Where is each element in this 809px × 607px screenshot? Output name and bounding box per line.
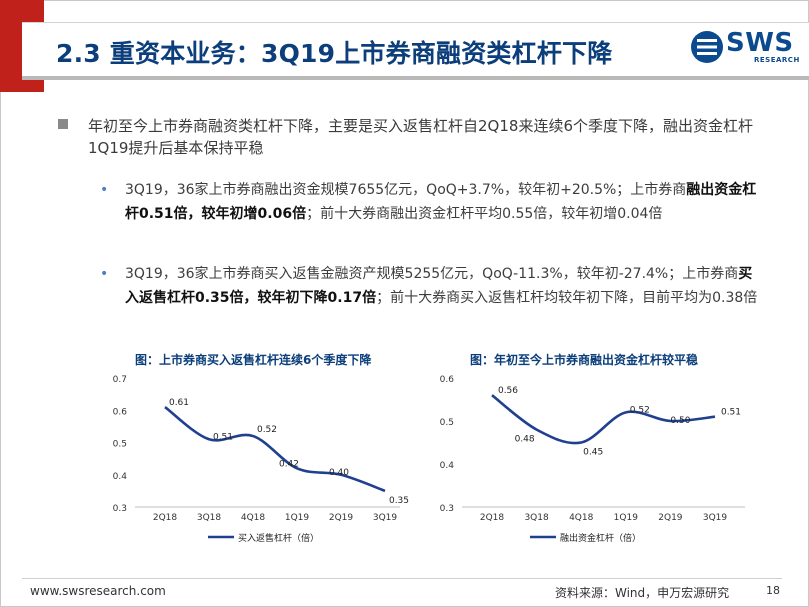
square-bullet-icon xyxy=(58,119,68,129)
chart-1-title: 图：上市券商买入返售杠杆连续6个季度下降 xyxy=(135,353,372,367)
footer-url[interactable]: www.swsresearch.com xyxy=(30,584,166,598)
chart-2-title: 图：年初至今上市券商融出资金杠杆较平稳 xyxy=(470,353,699,367)
header-bar xyxy=(22,22,809,80)
slide-header: 2.3 重资本业务：3Q19上市券商融资类杠杆下降 SWS RESEARCH xyxy=(0,0,809,92)
sub-bullet-1-text-a: 3Q19，36家上市券商融出资金规模7655亿元，QoQ+3.7%，较年初+20… xyxy=(125,182,687,198)
dot-bullet-icon: • xyxy=(100,266,109,282)
main-bullet: 年初至今上市券商融资类杠杆下降，主要是买入返售杠杆自2Q18来连续6个季度下降，… xyxy=(58,115,778,159)
sub-bullet-1-text-b: ；前十大券商融出资金杠杆平均0.55倍，较年初增0.04倍 xyxy=(306,206,663,222)
sws-logo-icon xyxy=(691,31,723,63)
logo-subtext: RESEARCH xyxy=(754,56,800,64)
sws-logo: SWS RESEARCH xyxy=(690,26,800,74)
sub-bullet-2-bold: 买入返售杠杆0.35倍，较年初下降0.17倍 xyxy=(125,266,753,306)
sub-bullet-2-text-b: ；前十大券商买入返售杠杆均较年初下降，目前平均为0.38倍 xyxy=(376,290,758,306)
page-number: 18 xyxy=(766,584,780,597)
dot-bullet-icon: • xyxy=(100,182,109,198)
footer-divider xyxy=(22,578,782,579)
logo-wordmark: SWS xyxy=(726,28,794,58)
footer-source: 资料来源：Wind，申万宏源研究 xyxy=(555,586,730,600)
sub-bullet-2-text-a: 3Q19，36家上市券商买入返售金融资产规模5255亿元，QoQ-11.3%，较… xyxy=(125,266,739,282)
sub-bullet-1: • 3Q19，36家上市券商融出资金规模7655亿元，QoQ+3.7%，较年初+… xyxy=(100,178,765,226)
main-bullet-text: 年初至今上市券商融资类杠杆下降，主要是买入返售杠杆自2Q18来连续6个季度下降，… xyxy=(88,117,753,157)
sub-bullet-2: • 3Q19，36家上市券商买入返售金融资产规模5255亿元，QoQ-11.3%… xyxy=(100,262,765,310)
sub-bullet-1-bold: 融出资金杠杆0.51倍，较年初增0.06倍 xyxy=(125,182,757,222)
slide-title: 2.3 重资本业务：3Q19上市券商融资类杠杆下降 xyxy=(56,39,613,68)
